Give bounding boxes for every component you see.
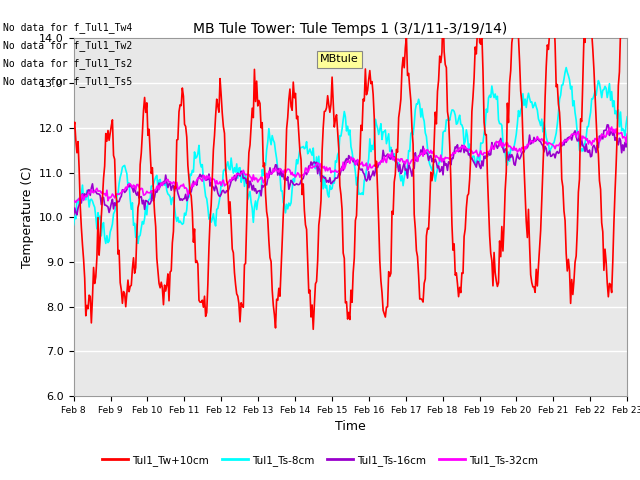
Text: No data for f_Tul1_Tw2: No data for f_Tul1_Tw2 — [3, 40, 132, 51]
Legend: Tul1_Tw+10cm, Tul1_Ts-8cm, Tul1_Ts-16cm, Tul1_Ts-32cm: Tul1_Tw+10cm, Tul1_Ts-8cm, Tul1_Ts-16cm,… — [98, 451, 542, 470]
Y-axis label: Temperature (C): Temperature (C) — [20, 166, 33, 268]
Title: MB Tule Tower: Tule Temps 1 (3/1/11-3/19/14): MB Tule Tower: Tule Temps 1 (3/1/11-3/19… — [193, 22, 508, 36]
Text: No data for f_Tul1_Ts2: No data for f_Tul1_Ts2 — [3, 58, 132, 69]
X-axis label: Time: Time — [335, 420, 366, 433]
Text: No data for f_Tul1_Ts5: No data for f_Tul1_Ts5 — [3, 76, 132, 87]
Text: No data for f_Tul1_Tw4: No data for f_Tul1_Tw4 — [3, 22, 132, 33]
Text: MBtule: MBtule — [320, 54, 359, 64]
